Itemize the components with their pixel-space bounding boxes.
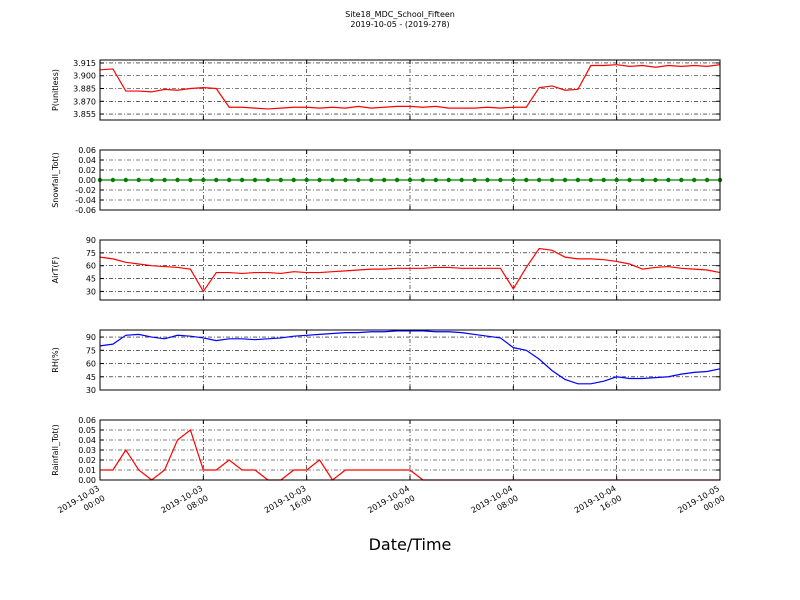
data-point bbox=[304, 177, 309, 183]
y-tick-label: 60 bbox=[86, 360, 96, 369]
data-point bbox=[265, 177, 271, 183]
data-point bbox=[420, 177, 426, 183]
data-line bbox=[99, 247, 721, 293]
data-line bbox=[99, 64, 721, 110]
data-point bbox=[511, 177, 516, 183]
chart-subtitle: 2019-10-05 - (2019-278) bbox=[350, 20, 449, 29]
y-tick-label: 0.04 bbox=[78, 436, 96, 445]
data-point bbox=[562, 177, 568, 183]
y-tick-label: 3.915 bbox=[73, 59, 96, 68]
data-point bbox=[188, 177, 193, 183]
data-point bbox=[640, 177, 645, 183]
y-tick-label: 90 bbox=[86, 333, 96, 342]
y-axis-title: Snowfall_Tot() bbox=[51, 152, 60, 208]
y-tick-label: 45 bbox=[86, 275, 96, 284]
plot-frame bbox=[99, 419, 721, 481]
x-axis-title: Date/Time bbox=[369, 535, 452, 554]
data-point bbox=[252, 177, 258, 183]
data-point bbox=[162, 177, 167, 183]
data-point bbox=[356, 177, 361, 183]
y-axis-title: Rainfall_Tot() bbox=[51, 424, 60, 476]
data-point bbox=[433, 177, 439, 183]
data-point bbox=[498, 177, 503, 183]
data-point bbox=[123, 177, 129, 183]
y-tick-label: 0.04 bbox=[78, 156, 96, 165]
data-point bbox=[226, 177, 232, 183]
y-axis-title: RH(%) bbox=[51, 347, 60, 372]
data-point bbox=[666, 177, 671, 183]
data-point bbox=[201, 177, 206, 183]
y-tick-label: 0.06 bbox=[78, 416, 96, 425]
data-point bbox=[214, 177, 219, 183]
data-point bbox=[472, 177, 477, 183]
data-point bbox=[330, 177, 335, 183]
data-line bbox=[99, 330, 721, 385]
y-tick-label: 0.01 bbox=[78, 466, 96, 475]
plot-frame bbox=[99, 59, 721, 121]
data-point bbox=[407, 177, 413, 183]
y-tick-label: 0.00 bbox=[78, 476, 96, 485]
data-point bbox=[239, 177, 245, 183]
data-point bbox=[485, 177, 490, 183]
y-tick-label: 30 bbox=[86, 287, 96, 296]
data-point bbox=[601, 177, 606, 183]
y-tick-label: 45 bbox=[86, 373, 96, 382]
data-point bbox=[369, 177, 374, 183]
data-point bbox=[679, 177, 684, 183]
y-tick-label: 0.02 bbox=[78, 166, 96, 175]
y-tick-label: 0.02 bbox=[78, 456, 96, 465]
data-point bbox=[691, 177, 697, 183]
data-point bbox=[704, 177, 710, 183]
y-axis-title: P(unitless) bbox=[51, 69, 60, 111]
y-tick-label: 75 bbox=[86, 249, 96, 258]
y-tick-label: -0.06 bbox=[75, 206, 96, 215]
data-point bbox=[536, 177, 542, 183]
y-tick-label: 0.06 bbox=[78, 146, 96, 155]
data-point bbox=[175, 177, 180, 183]
chart-title: Site18_MDC_School_Fifteen bbox=[345, 10, 455, 19]
y-axis-title: AirT(F) bbox=[51, 257, 60, 284]
y-tick-label: 60 bbox=[86, 262, 96, 271]
data-point bbox=[549, 177, 555, 183]
y-tick-label: 0.03 bbox=[78, 446, 96, 455]
data-point bbox=[317, 177, 322, 183]
data-point bbox=[614, 177, 619, 183]
data-point bbox=[394, 177, 400, 183]
data-point bbox=[588, 177, 594, 183]
data-point bbox=[149, 177, 154, 183]
y-tick-label: -0.02 bbox=[75, 186, 96, 195]
y-tick-label: 3.885 bbox=[73, 85, 96, 94]
y-tick-label: 30 bbox=[86, 386, 96, 395]
y-tick-label: 3.870 bbox=[73, 97, 96, 106]
data-point bbox=[575, 177, 581, 183]
data-point bbox=[291, 177, 296, 183]
y-tick-label: 3.900 bbox=[73, 72, 96, 81]
y-tick-label: 0.05 bbox=[78, 426, 96, 435]
y-tick-label: 0.00 bbox=[78, 176, 96, 185]
data-point bbox=[446, 177, 451, 183]
plot-frame bbox=[99, 149, 721, 211]
y-tick-label: 90 bbox=[86, 236, 96, 245]
data-point bbox=[110, 177, 116, 183]
data-point bbox=[343, 177, 348, 183]
y-tick-label: 3.855 bbox=[73, 110, 96, 119]
y-tick-label: -0.04 bbox=[75, 196, 96, 205]
plot-frame bbox=[99, 329, 721, 391]
data-point bbox=[627, 177, 632, 183]
data-point bbox=[459, 177, 464, 183]
plot-frame bbox=[99, 239, 721, 301]
data-point bbox=[524, 177, 529, 183]
data-point bbox=[278, 177, 284, 183]
data-point bbox=[136, 177, 141, 183]
data-point bbox=[653, 177, 658, 183]
data-point bbox=[381, 177, 387, 183]
y-tick-label: 75 bbox=[86, 346, 96, 355]
